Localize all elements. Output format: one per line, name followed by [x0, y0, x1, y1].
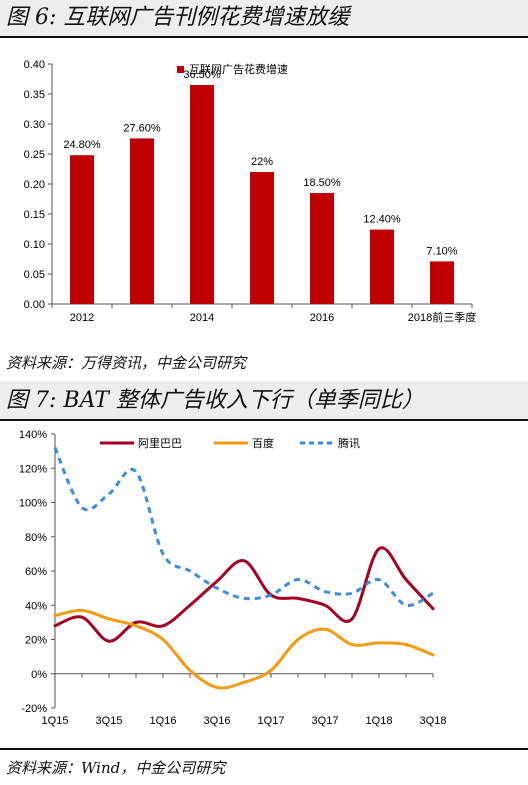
- y-tick-label: 0%: [31, 669, 47, 681]
- data-label: 18.50%: [303, 177, 341, 189]
- y-tick-label: 0.15: [24, 209, 45, 221]
- y-tick-label: 140%: [19, 429, 47, 441]
- y-tick-label: 0.30: [24, 119, 45, 131]
- bar: [190, 85, 214, 304]
- x-tick-label: 3Q18: [420, 715, 447, 727]
- data-label: 7.10%: [426, 245, 457, 257]
- y-tick-label: 0.10: [24, 239, 45, 251]
- bar: [310, 193, 334, 304]
- y-tick-label: 60%: [25, 566, 47, 578]
- data-label: 12.40%: [363, 214, 401, 226]
- legend-label: 腾讯: [338, 436, 360, 450]
- y-tick-label: 20%: [25, 635, 47, 647]
- data-label: 24.80%: [63, 139, 101, 151]
- y-tick-label: 0.05: [24, 269, 45, 281]
- y-tick-label: 120%: [19, 463, 47, 475]
- data-label: 22%: [251, 156, 273, 168]
- y-tick-label: 0.00: [24, 299, 45, 311]
- bar: [130, 138, 154, 304]
- legend-label: 阿里巴巴: [138, 437, 182, 450]
- figure-7-title: 图 7: BAT 整体广告收入下行（单季同比）: [0, 381, 528, 421]
- figure-6-title: 图 6: 互联网广告刊例花费增速放缓: [0, 0, 528, 38]
- bar-chart: 0.00 0.05 0.10 0.15 0.20 0.25 0.30 0.35 0.40 2012…: [24, 59, 477, 324]
- bar: [250, 172, 274, 304]
- x-tick-label: 1Q17: [258, 715, 285, 727]
- x-tick-label: 2012: [70, 312, 94, 324]
- series-line: [53, 447, 434, 607]
- legend-swatch: [177, 66, 184, 73]
- x-tick-label: 1Q16: [150, 715, 177, 727]
- x-tick-label: 1Q18: [366, 715, 393, 727]
- bar: [70, 155, 94, 304]
- y-tick-label: 0.20: [24, 179, 45, 191]
- source-note-1: 资料来源：万得资讯，中金公司研究: [6, 354, 247, 372]
- x-tick-label: 2018前三季度: [408, 310, 476, 324]
- y-tick-label: -20%: [21, 703, 47, 715]
- series-line: [53, 546, 435, 643]
- source-note-2: 资料来源：Wind，中金公司研究: [6, 759, 226, 777]
- y-tick-label: 0.40: [24, 59, 45, 71]
- y-tick-label: 40%: [25, 600, 47, 612]
- x-tick-label: 3Q15: [96, 715, 123, 727]
- y-tick-label: 100%: [19, 498, 47, 510]
- y-tick-label: 80%: [25, 532, 47, 544]
- legend: 互联网广告花费增速: [177, 62, 288, 76]
- y-tick-label: 0.35: [24, 89, 45, 101]
- data-label: 27.60%: [123, 122, 161, 134]
- divider: [0, 748, 528, 750]
- x-tick-label: 3Q17: [312, 715, 339, 727]
- bar: [370, 229, 394, 304]
- y-tick-label: 0.25: [24, 149, 45, 161]
- legend-label: 互联网广告花费增速: [189, 62, 288, 76]
- x-tick-label: 2016: [310, 312, 334, 324]
- line-chart: -20% 0% 20% 40% 60% 80% 100% 120% 140% 1Q15 3Q15 1Q…: [19, 429, 447, 727]
- x-tick-label: 3Q16: [204, 715, 231, 727]
- x-tick-label: 2014: [190, 312, 214, 324]
- series-line: [53, 608, 435, 690]
- bar: [430, 261, 454, 304]
- x-tick-label: 1Q15: [42, 715, 69, 727]
- legend: 阿里巴巴 百度 腾讯: [100, 436, 360, 450]
- data-label: 36.50%: [183, 69, 221, 81]
- legend-label: 百度: [252, 436, 274, 450]
